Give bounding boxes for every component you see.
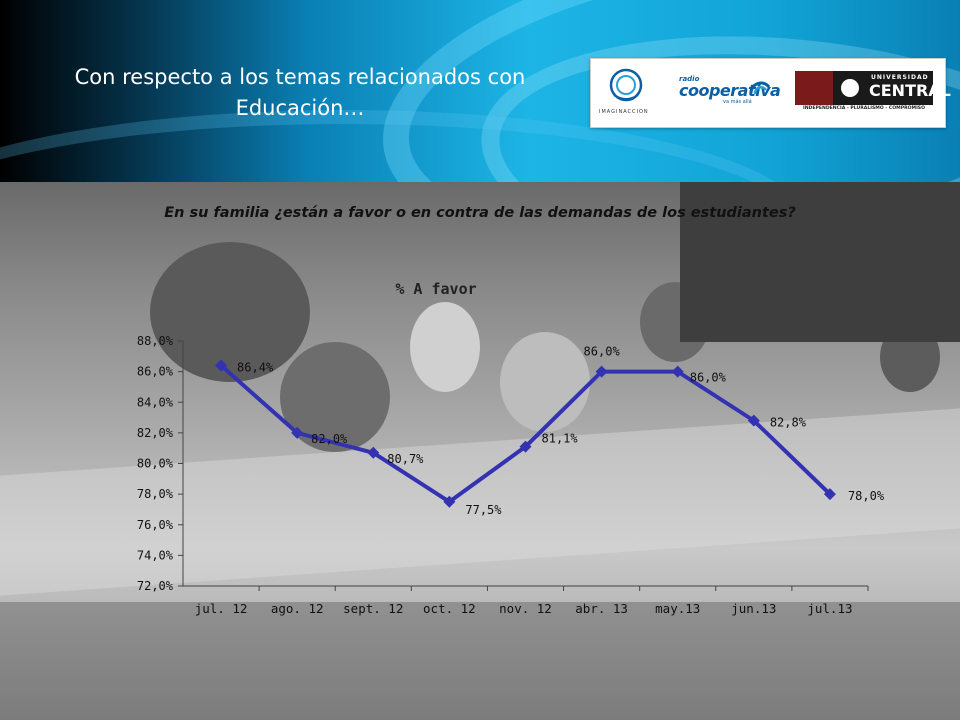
x-tick-label: sept. 12 [343,601,403,616]
data-label: 77,5% [465,503,502,517]
y-tick-label: 72,0% [137,579,174,593]
uc-motto-text: INDEPENDENCIA - PLURALISMO - COMPROMISO [802,106,926,111]
cooperativa-name-text: cooperativa [679,81,781,100]
chart-title: % A favor [395,280,476,298]
x-tick-label: jul. 12 [195,601,248,616]
data-label: 81,1% [542,432,579,446]
x-tick-label: ago. 12 [271,601,324,616]
classroom-background-photo [0,182,960,720]
data-label: 78,0% [848,489,885,503]
slide-title: Con respecto a los temas relacionados co… [74,65,526,120]
x-tick-label: nov. 12 [499,601,552,616]
header-banner: Con respecto a los temas relacionados co… [0,0,960,182]
sponsor-logos: IMAGINACCION radio cooperativa va más al… [590,58,951,128]
data-point-marker [215,359,228,372]
cooperativa-tag-text: va más allá [723,99,752,105]
cooperativa-wave-icon [749,81,771,95]
data-point-marker [595,365,608,378]
data-label: 86,4% [237,361,274,375]
y-tick-label: 80,0% [137,457,174,471]
cooperativa-radio-text: radio [679,75,700,83]
y-tick-label: 88,0% [137,334,174,348]
y-tick-label: 78,0% [137,487,174,501]
universidad-central-logo: UNIVERSIDAD CENTRAL INDEPENDENCIA - PLUR… [795,71,951,115]
y-tick-label: 74,0% [137,548,174,562]
x-tick-label: oct. 12 [423,601,476,616]
uc-circle-icon [841,79,859,97]
cooperativa-logo: radio cooperativa va más allá [679,75,781,105]
uc-univ-text: UNIVERSIDAD [871,74,929,81]
uc-central-text: CENTRAL [869,81,951,100]
survey-question: En su familia ¿están a favor o en contra… [164,205,796,221]
data-point-marker [367,446,380,459]
data-point-marker [747,414,760,427]
data-point-marker [291,426,304,439]
data-label: 86,0% [584,345,621,359]
y-tick-label: 82,0% [137,426,174,440]
x-tick-label: abr. 13 [575,601,628,616]
x-tick-label: jul.13 [807,601,852,616]
y-tick-label: 84,0% [137,395,174,409]
y-tick-label: 86,0% [137,365,174,379]
data-point-marker [823,488,836,501]
imaginaccion-logo-text: IMAGINACCION [599,109,649,115]
data-point-marker [671,365,684,378]
data-point-marker [519,440,532,453]
data-label: 80,7% [387,452,424,466]
y-tick-label: 76,0% [137,518,174,532]
data-point-marker [443,495,456,508]
data-label: 82,8% [770,416,807,430]
x-tick-label: may.13 [655,601,700,616]
data-label: 86,0% [690,371,727,385]
imaginaccion-logo-icon [609,68,643,102]
data-label: 82,0% [311,432,348,446]
x-tick-label: jun.13 [731,601,776,616]
